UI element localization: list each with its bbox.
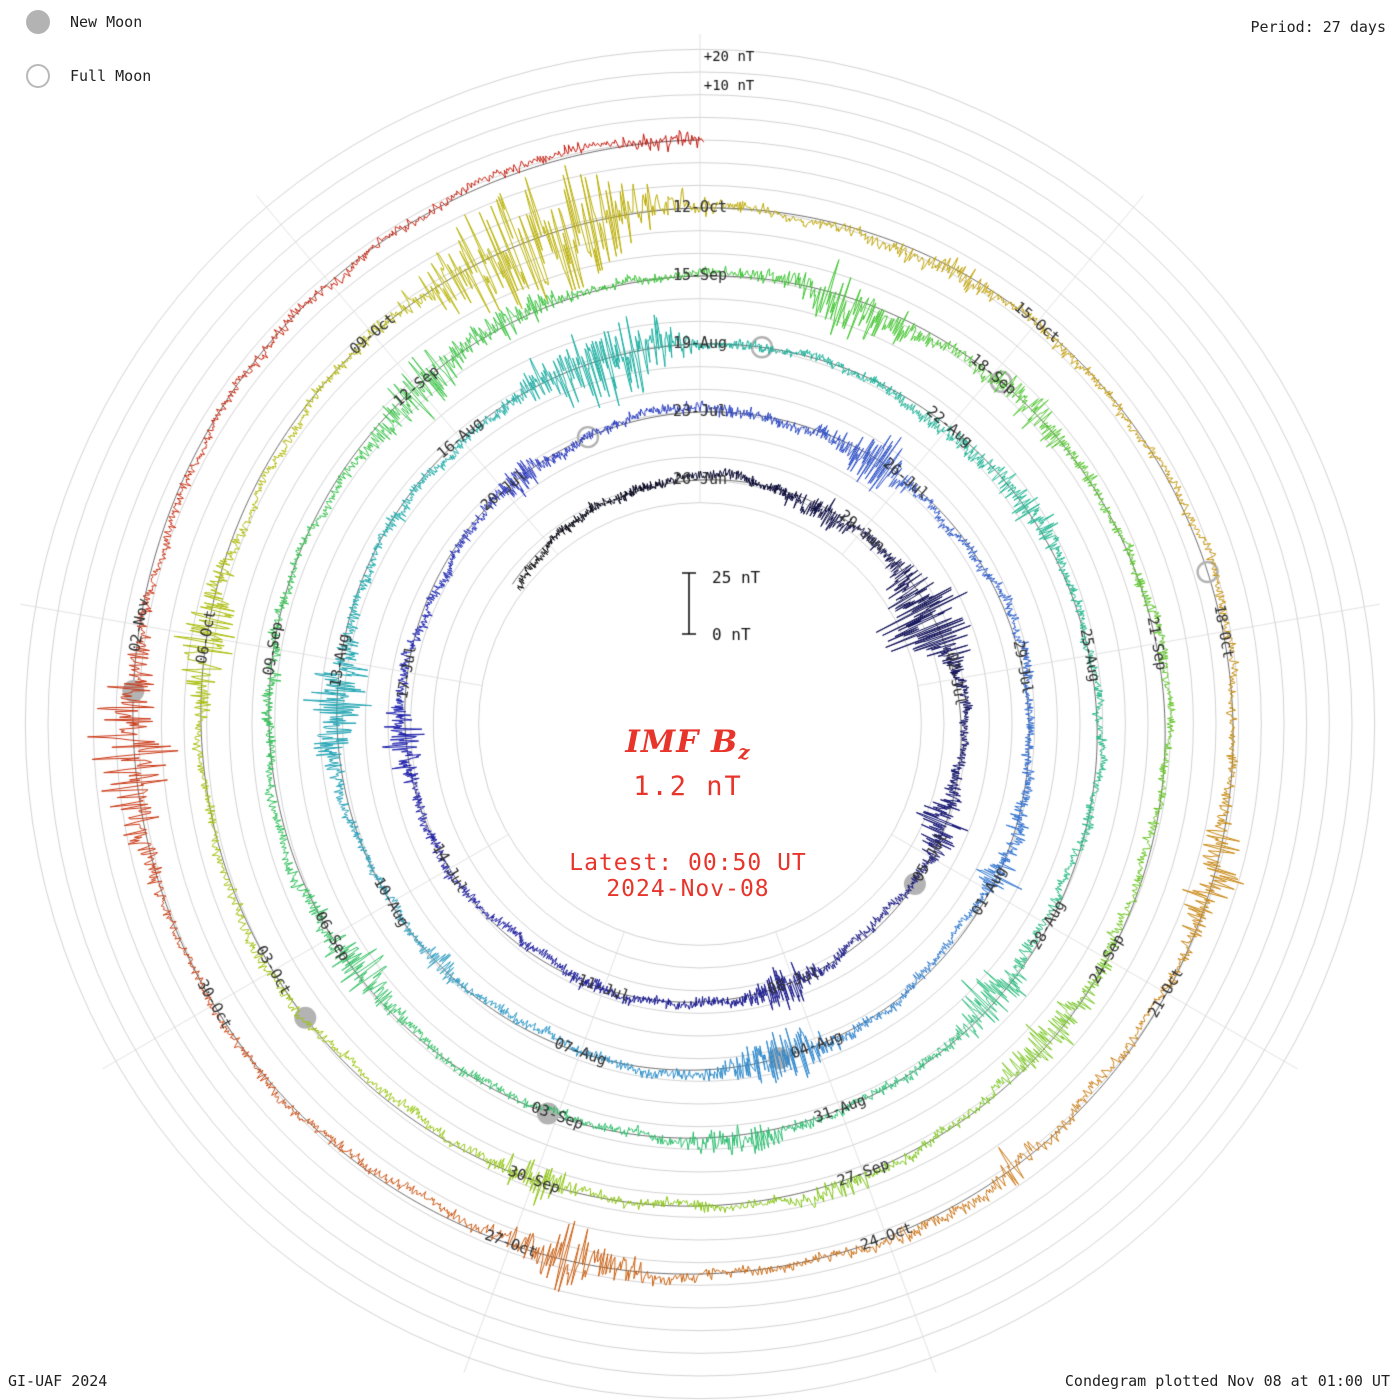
latest-value: 1.2 nT <box>633 771 743 803</box>
moon-legend: New Moon Full Moon <box>26 8 151 116</box>
quantity-prefix: IMF B <box>625 724 739 760</box>
period-label: Period: 27 days <box>1250 18 1386 36</box>
latest-date-line: 2024-Nov-08 <box>606 876 770 903</box>
quantity-title: IMF Bz <box>0 726 1388 768</box>
new-moon-label: New Moon <box>70 13 143 31</box>
full-moon-label: Full Moon <box>70 67 152 85</box>
quantity-subscript: z <box>738 740 751 765</box>
new-moon-icon <box>26 10 50 34</box>
plotted-label: Condegram plotted Nov 08 at 01:00 UT <box>1064 1372 1390 1390</box>
credit-label: GI-UAF 2024 <box>8 1372 108 1390</box>
center-annotation: IMF Bz 1.2 nT Latest: 00:50 UT 2024-Nov-… <box>0 726 1388 902</box>
latest-time-line: Latest: 00:50 UT <box>569 850 807 877</box>
full-moon-icon <box>26 64 50 88</box>
legend-row-new-moon: New Moon <box>26 8 151 36</box>
legend-row-full-moon: Full Moon <box>26 62 151 90</box>
